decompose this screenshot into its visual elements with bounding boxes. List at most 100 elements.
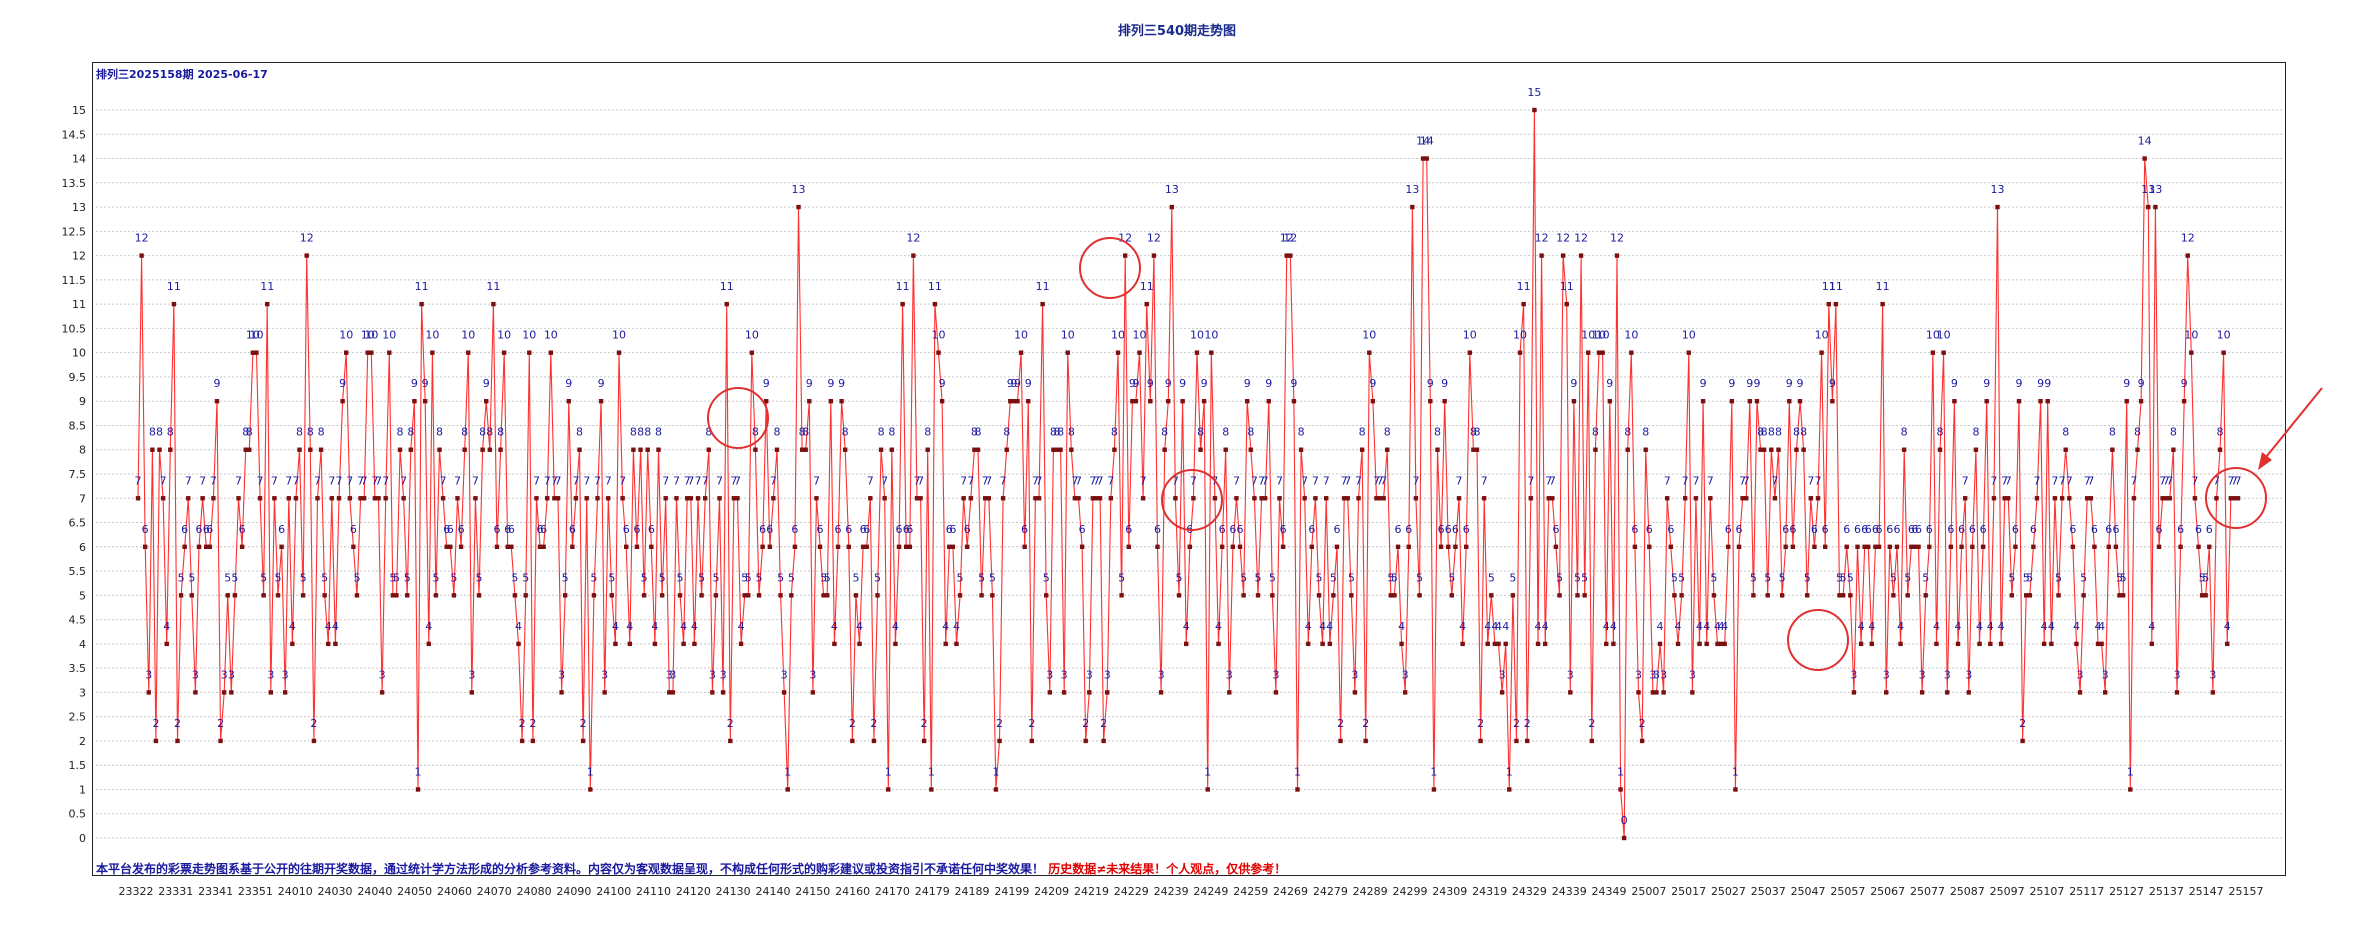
data-point xyxy=(914,496,920,501)
data-point xyxy=(182,544,187,549)
data-point xyxy=(2092,544,2097,549)
data-label: 9 xyxy=(213,377,220,390)
x-tick-label: 25027 xyxy=(1711,885,1746,898)
data-point xyxy=(1284,253,1289,258)
data-point xyxy=(1144,301,1149,307)
data-label: 4 xyxy=(1484,620,1491,633)
data-label: 5 xyxy=(2080,571,2087,584)
data-label: 3 xyxy=(2173,668,2180,681)
data-point xyxy=(1718,641,1724,647)
data-point xyxy=(1008,399,1013,404)
data-point xyxy=(663,496,668,501)
data-point xyxy=(1815,496,1821,501)
data-label: 3 xyxy=(1635,668,1642,681)
data-label: 8 xyxy=(436,426,443,439)
data-label: 7 xyxy=(235,474,242,487)
data-label: 1 xyxy=(928,765,935,778)
data-point xyxy=(548,350,554,355)
data-label: 4 xyxy=(1721,620,1728,633)
data-point xyxy=(2009,593,2015,598)
x-tick-label: 24060 xyxy=(437,885,472,898)
data-label: 5 xyxy=(404,571,411,584)
data-label: 4 xyxy=(289,620,296,633)
data-label: 7 xyxy=(185,474,192,487)
data-point xyxy=(340,399,345,404)
data-label: 11 xyxy=(720,280,734,293)
data-point xyxy=(2013,544,2018,549)
data-label: 6 xyxy=(2091,523,2098,536)
data-label: 9 xyxy=(1441,377,1448,390)
data-label: 8 xyxy=(1901,426,1908,439)
data-point xyxy=(1119,593,1124,598)
data-point xyxy=(211,496,216,501)
data-label: 7 xyxy=(1172,474,1179,487)
data-label: 10 xyxy=(1190,329,1204,342)
data-label: 10 xyxy=(364,329,378,342)
data-label: 8 xyxy=(655,426,662,439)
data-point xyxy=(466,350,471,355)
data-point xyxy=(1948,544,1954,549)
data-point xyxy=(1259,496,1264,501)
data-label: 9 xyxy=(339,377,346,390)
data-label: 8 xyxy=(799,426,806,439)
data-point xyxy=(1621,835,1627,841)
data-point xyxy=(1428,399,1433,404)
data-label: 5 xyxy=(1043,571,1050,584)
x-tick-label: 24229 xyxy=(1114,885,1149,898)
data-label: 8 xyxy=(397,426,404,439)
data-label: 13 xyxy=(792,183,806,196)
data-point xyxy=(1582,593,1587,598)
x-tick-label: 25107 xyxy=(2029,885,2064,898)
data-label: 6 xyxy=(1463,523,1470,536)
data-point xyxy=(746,593,751,598)
data-label: 8 xyxy=(1197,426,1204,439)
x-tick-label: 23322 xyxy=(119,885,154,898)
data-label: 9 xyxy=(1746,377,1753,390)
data-label: 3 xyxy=(1660,668,1667,681)
data-label: 5 xyxy=(824,571,831,584)
data-point xyxy=(1923,593,1928,598)
data-label: 5 xyxy=(2055,571,2062,584)
x-tick-label: 25077 xyxy=(1910,885,1945,898)
data-point xyxy=(1406,544,1411,549)
data-label: 8 xyxy=(1434,426,1441,439)
data-point xyxy=(139,253,144,258)
highlight-circle xyxy=(1161,469,1223,531)
data-label: 5 xyxy=(659,571,666,584)
data-point xyxy=(1744,496,1749,501)
data-point xyxy=(487,447,492,452)
data-label: 12 xyxy=(1535,232,1549,245)
data-point xyxy=(728,738,733,744)
data-point xyxy=(893,641,898,647)
data-point xyxy=(1431,787,1437,792)
data-point xyxy=(1000,496,1006,501)
data-label: 12 xyxy=(1283,232,1297,245)
data-point xyxy=(1065,350,1070,355)
x-tick-label: 25157 xyxy=(2229,885,2264,898)
data-point xyxy=(2002,496,2007,501)
data-label: 10 xyxy=(1581,329,1595,342)
data-point xyxy=(570,544,575,549)
data-label: 7 xyxy=(572,474,579,487)
data-label: 7 xyxy=(271,474,278,487)
data-point xyxy=(882,496,887,501)
data-label: 7 xyxy=(472,474,479,487)
data-point xyxy=(512,593,518,598)
data-label: 11 xyxy=(1140,280,1154,293)
data-label: 2 xyxy=(996,717,1003,730)
data-point xyxy=(351,544,356,549)
data-label: 4 xyxy=(2148,620,2155,633)
x-tick-label: 24050 xyxy=(397,885,432,898)
data-label: 7 xyxy=(336,474,343,487)
data-point xyxy=(814,496,819,501)
data-point xyxy=(1553,544,1559,549)
data-label: 2 xyxy=(1100,717,1107,730)
data-label: 9 xyxy=(1244,377,1251,390)
data-label: 7 xyxy=(1682,474,1689,487)
data-label: 5 xyxy=(188,571,195,584)
data-point xyxy=(670,690,676,695)
data-point xyxy=(1148,399,1153,404)
data-point xyxy=(857,641,862,647)
data-point xyxy=(1998,641,2004,647)
data-label: 5 xyxy=(321,571,328,584)
